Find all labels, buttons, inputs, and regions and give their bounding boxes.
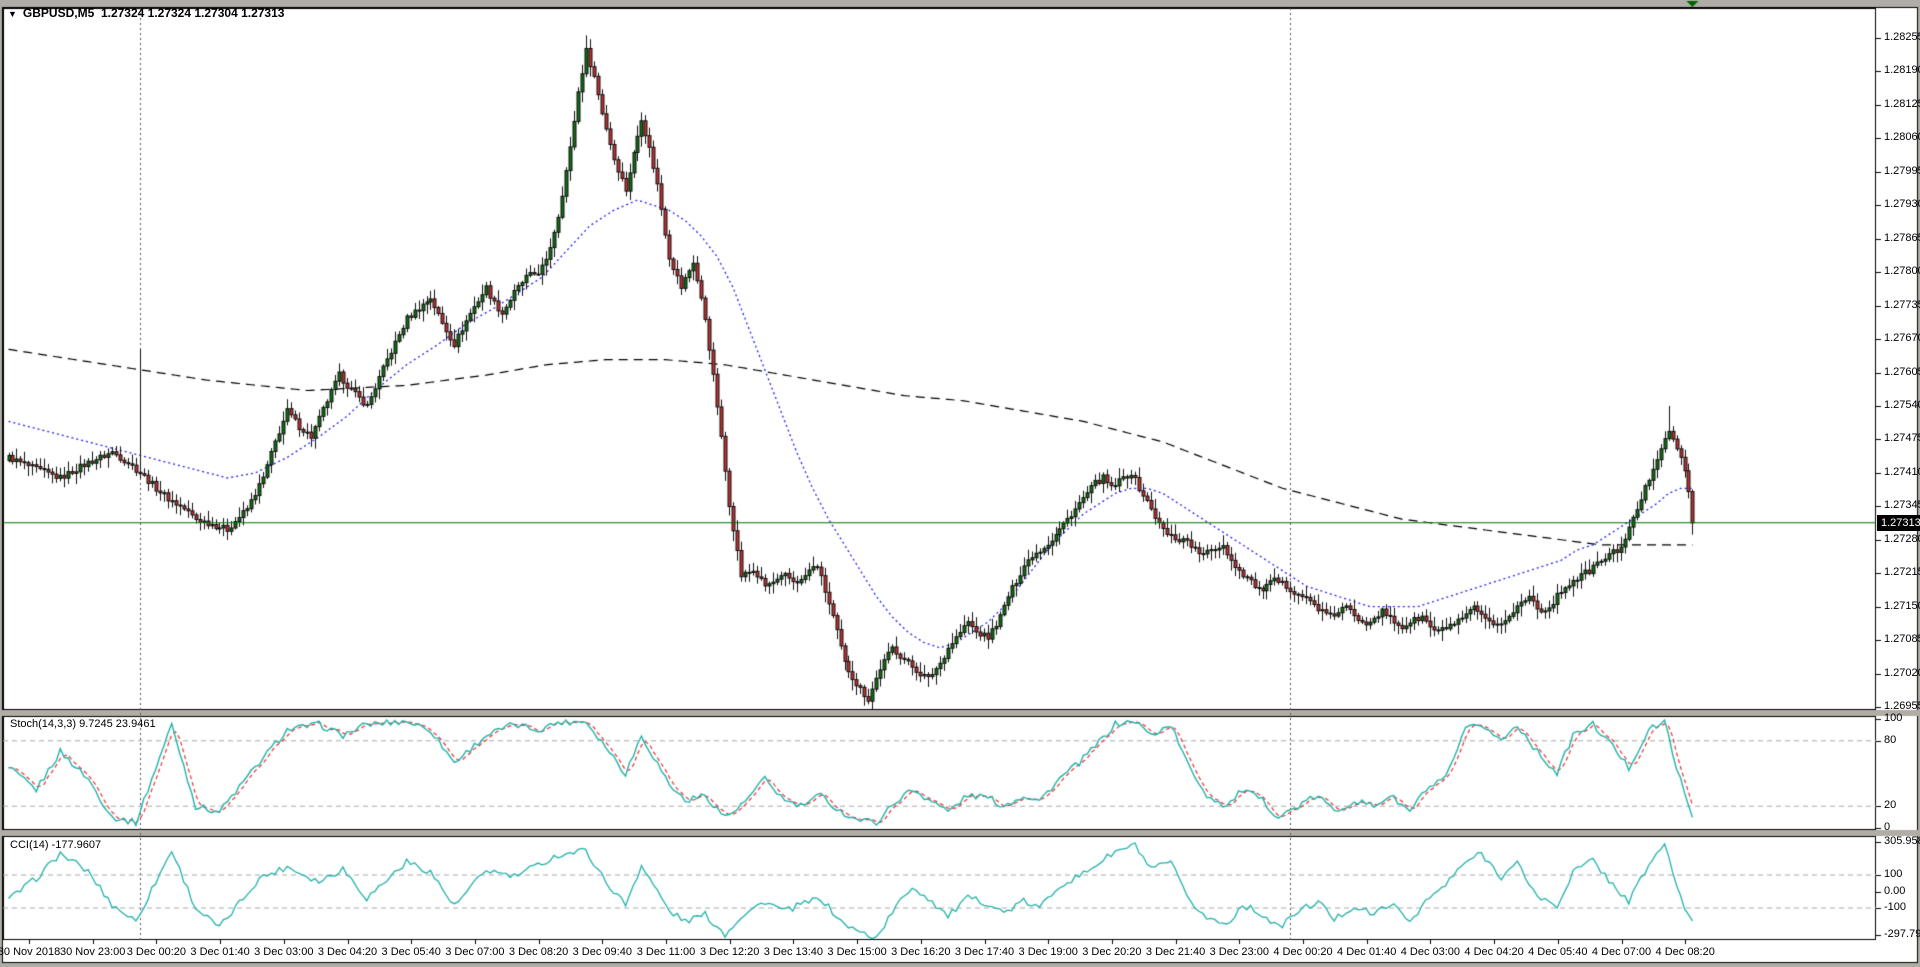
price-axis-label: 1.27995 [1884,164,1920,177]
time-axis-label: 3 Dec 03:00 [254,946,314,958]
time-axis-label: 30 Nov 23:00 [59,946,126,958]
time-axis-label: 4 Dec 03:00 [1400,946,1461,958]
stochastic-indicator-label: Stoch(14,3,3) 9.7245 23.9461 [10,718,156,730]
time-axis-label: 3 Dec 16:20 [891,946,951,958]
price-axis-label: 1.27020 [1884,666,1920,679]
price-axis-label: 1.27605 [1884,365,1920,378]
cci-axis-label: 0.00 [1884,884,1906,897]
price-axis-label: 1.26955 [1884,700,1920,712]
cci-indicator-label: CCI(14) -177.9607 [10,839,102,851]
time-axis-label: 3 Dec 01:40 [190,946,250,958]
price-axis-label: 1.27345 [1884,499,1920,512]
time-axis-label: 3 Dec 19:00 [1018,946,1078,958]
price-axis-label: 1.27930 [1884,198,1920,211]
cci-axis-label: -100 [1884,901,1907,913]
price-axis-label: 1.28190 [1884,64,1920,77]
time-axis-label: 3 Dec 08:20 [508,946,569,958]
price-axis-label: 1.27475 [1884,432,1920,445]
time-axis-label: 4 Dec 00:20 [1273,946,1333,958]
time-axis-label: 3 Dec 21:40 [1145,946,1206,958]
time-axis-label: 4 Dec 01:40 [1337,946,1397,958]
price-axis-label: 1.27540 [1884,398,1920,411]
chart-symbol-timeframe: GBPUSD,M5 [22,6,95,20]
stoch-axis-label: 20 [1884,799,1897,812]
chart-ohlc-values: 1.27324 1.27324 1.27304 1.27313 [100,6,285,20]
price-axis-label: 1.27215 [1884,566,1920,579]
cci-axis-label: 305.9587 [1884,835,1920,847]
time-axis-label: 4 Dec 04:20 [1464,946,1524,958]
time-axis-label: 4 Dec 08:20 [1655,946,1715,958]
price-axis-label: 1.27670 [1884,332,1920,345]
time-axis-label: 3 Dec 20:20 [1082,946,1142,958]
time-axis-label: 3 Dec 00:20 [126,946,187,958]
price-axis-label: 1.28060 [1884,131,1920,144]
time-axis-label: 3 Dec 05:40 [381,946,441,958]
time-axis-label: 4 Dec 07:00 [1591,946,1652,958]
time-axis-label: 3 Dec 13:40 [763,946,824,958]
time-axis-label: 3 Dec 11:00 [636,946,696,958]
time-axis-label: 3 Dec 17:40 [954,946,1015,958]
price-axis-label: 1.27280 [1884,532,1920,545]
time-axis-label: 30 Nov 2018 [0,946,61,958]
chart-dropdown-arrow-icon[interactable]: ▼ [8,9,17,19]
time-axis-label: 4 Dec 05:40 [1528,946,1588,958]
price-axis-label: 1.27865 [1884,231,1920,244]
price-axis-label: 1.27150 [1884,599,1920,612]
price-axis-label: 1.27735 [1884,298,1920,311]
stoch-axis-label: 80 [1884,733,1897,746]
price-axis-label: 1.28255 [1884,31,1920,43]
time-axis-label: 3 Dec 23:00 [1209,946,1269,958]
time-axis-label: 3 Dec 15:00 [827,946,887,958]
time-axis-label: 3 Dec 04:20 [317,946,378,958]
cci-axis-label: 100 [1884,868,1903,880]
chart-title: ▼ GBPUSD,M5 1.27324 1.27324 1.27304 1.273… [8,6,284,20]
stoch-axis-label: 100 [1884,712,1903,724]
price-axis-label: 1.28125 [1884,97,1920,110]
current-price-label: 1.27313 [1877,514,1920,531]
price-axis-label: 1.27800 [1884,265,1920,278]
price-axis-label: 1.27085 [1884,633,1920,646]
stoch-axis-label: 0 [1884,821,1891,833]
price-axis-label: 1.27410 [1884,465,1920,478]
cci-axis-label: -297.7988 [1884,928,1920,940]
time-axis-label: 3 Dec 12:20 [700,946,760,958]
time-axis-label: 3 Dec 07:00 [445,946,505,958]
time-axis-label: 3 Dec 09:40 [572,946,632,958]
